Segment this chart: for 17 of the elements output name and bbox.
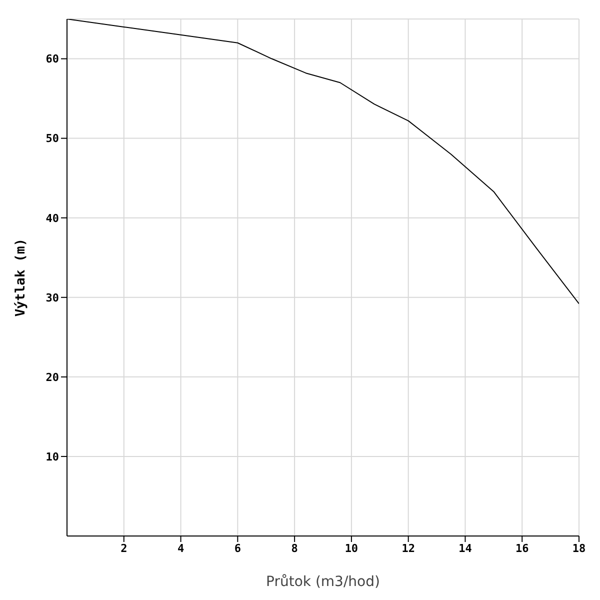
y-axis-title: Výtlak (m) [14,238,29,317]
x-tick-label: 18 [572,542,586,555]
x-tick-label: 2 [120,542,128,555]
x-tick-label: 12 [402,542,415,555]
x-tick-label: 8 [291,542,298,555]
x-tick-label: 4 [177,542,184,555]
y-tick-label: 20 [46,370,59,384]
x-tick-label: 16 [515,542,530,555]
y-tick-label: 10 [46,450,59,464]
y-tick-label: 60 [46,52,59,66]
y-tick-label: 40 [46,212,59,225]
x-tick-label: 14 [458,542,472,555]
x-tick-label: 10 [344,542,358,555]
x-axis-title: Průtok (m3/hod) [266,574,380,590]
x-tick-label: 6 [234,542,242,555]
y-tick-label: 50 [46,132,59,146]
y-tick-label: 30 [46,291,59,304]
